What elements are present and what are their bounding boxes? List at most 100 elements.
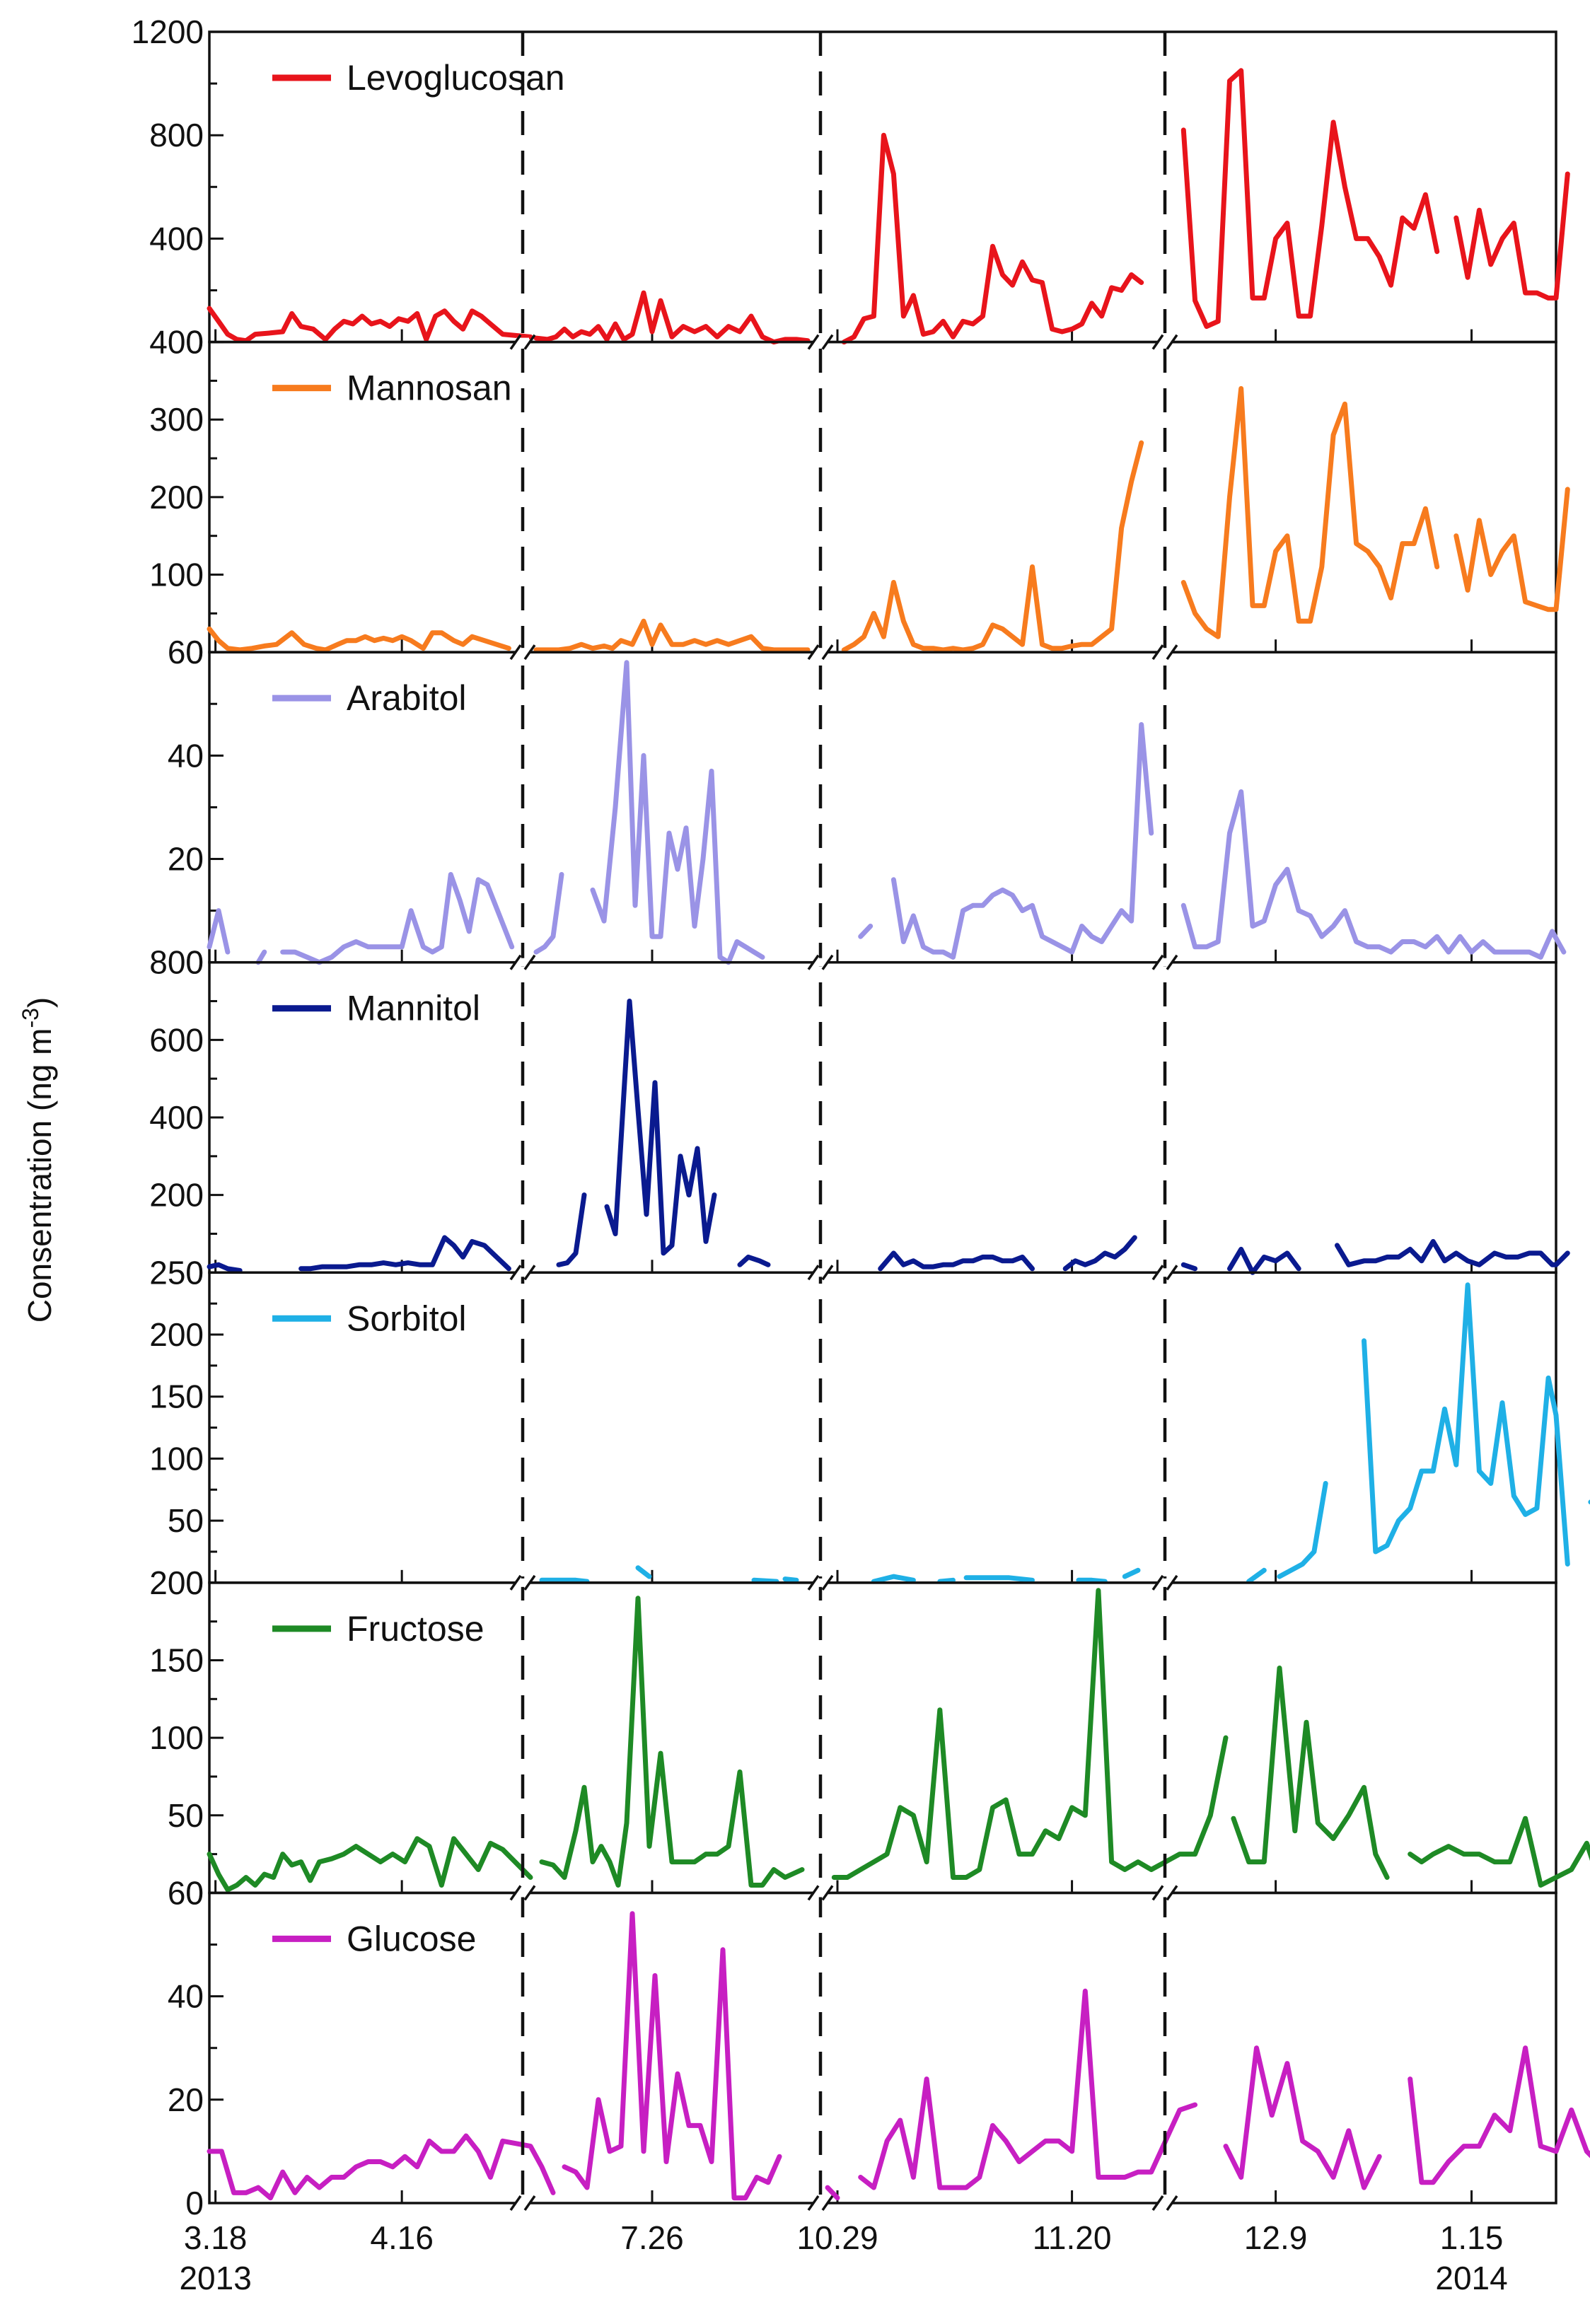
axis-break-mark xyxy=(1151,1265,1164,1281)
axis-break-mark xyxy=(807,1265,820,1281)
axis-break-gap xyxy=(1159,2199,1171,2207)
panels-group: 04008001200Levoglucosan0100200300400Mann… xyxy=(132,13,1590,2221)
axis-break-mark xyxy=(1151,954,1164,970)
axis-break-gap xyxy=(1159,337,1171,347)
panel-mannitol: 0 200 400 600 800 Mannitol xyxy=(149,944,1570,1291)
series-line-arabitol xyxy=(858,924,874,939)
y-tick-label: 150 xyxy=(149,1378,204,1415)
axis-break-mark xyxy=(1151,644,1164,661)
series-line-glucose xyxy=(207,2133,556,2201)
axis-break-mark xyxy=(523,1885,536,1901)
panel-sorbitol: 0 50 100 150 200 250 Sorbitol xyxy=(149,1254,1590,1601)
series-line-sorbitol xyxy=(1076,1577,1108,1584)
x-tick-label: 4.16 xyxy=(370,2219,434,2256)
axis-break-mark xyxy=(1151,334,1164,350)
legend-entry: Sorbitol xyxy=(272,1298,467,1338)
series-line-arabitol xyxy=(207,908,231,955)
series-line-mannitol xyxy=(1180,1262,1198,1272)
series-line-arabitol xyxy=(890,722,1154,960)
y-tick-label: 40 xyxy=(168,1978,204,2015)
x-tick-year-label: 2014 xyxy=(1435,2260,1507,2296)
y-tick-label: 250 xyxy=(149,1254,204,1291)
y-tick-label: 0 xyxy=(185,1254,204,1291)
overlay-group: 3.18 2013 4.16 7.26 10.29 11.20 12.9 1.15 2014 xyxy=(179,32,1508,2296)
x-tick-label: 3.18 xyxy=(184,2219,248,2256)
y-tick-label: 20 xyxy=(168,841,204,878)
series-line-glucose xyxy=(562,1911,782,2201)
series-line-glucose xyxy=(1408,2045,1590,2185)
legend-label: Mannitol xyxy=(347,989,480,1028)
series-line-sorbitol xyxy=(539,1577,590,1584)
axis-break-mark xyxy=(523,2195,536,2212)
series-line-sorbitol xyxy=(1277,1481,1328,1579)
y-tick-label: 0 xyxy=(185,324,204,361)
series-line-glucose xyxy=(858,1988,1198,2190)
axis-break-mark xyxy=(1166,644,1178,661)
axis-break-gap xyxy=(516,1268,529,1277)
series-line-arabitol xyxy=(280,872,515,965)
axis-break-gap xyxy=(1159,1268,1171,1277)
y-tick-label: 100 xyxy=(149,1719,204,1756)
series-line-glucose xyxy=(825,2185,840,2201)
axis-break-mark xyxy=(1151,1574,1164,1591)
y-tick-label: 40 xyxy=(168,737,204,774)
series-line-arabitol xyxy=(255,949,267,965)
axis-break-mark xyxy=(821,1885,834,1901)
y-tick-label: 50 xyxy=(168,1502,204,1539)
axis-break-gap xyxy=(814,337,827,347)
axis-break-mark xyxy=(1166,954,1178,970)
y-tick-label: 200 xyxy=(149,1177,204,1214)
y-axis-title-main: Consentration (ng m xyxy=(21,1028,58,1323)
series-line-arabitol xyxy=(590,660,765,965)
series-line-mannitol xyxy=(1062,1235,1137,1272)
series-line-mannosan xyxy=(1180,385,1440,639)
legend-label: Arabitol xyxy=(347,678,467,718)
axis-break-mark xyxy=(1166,2195,1178,2212)
axis-break-gap xyxy=(516,1888,529,1898)
series-line-mannitol xyxy=(207,1262,243,1273)
y-tick-label: 0 xyxy=(185,1564,204,1601)
axis-break-mark xyxy=(1166,1574,1178,1591)
axis-break-mark xyxy=(821,644,834,661)
axis-break-mark xyxy=(807,334,820,350)
axis-break-mark xyxy=(523,1574,536,1591)
axis-break-mark xyxy=(523,1265,536,1281)
axis-break-mark xyxy=(821,2195,834,2212)
y-tick-label: 60 xyxy=(168,1874,204,1911)
axis-break-mark xyxy=(1166,1265,1178,1281)
x-tick-label: 12.9 xyxy=(1244,2219,1308,2256)
axis-break-mark xyxy=(821,954,834,970)
axis-break-gap xyxy=(516,337,529,347)
series-line-fructose xyxy=(1231,1666,1390,1880)
x-tick-year-label: 2013 xyxy=(179,2260,251,2296)
axis-break-mark xyxy=(807,2195,820,2212)
series-line-sorbitol xyxy=(635,1565,652,1579)
series-line-fructose xyxy=(539,1596,805,1888)
x-tick-label: 7.26 xyxy=(620,2219,684,2256)
axis-break-gap xyxy=(516,958,529,967)
axis-break-mark xyxy=(509,954,522,970)
series-line-levoglucosan xyxy=(533,290,811,345)
y-tick-label: 1200 xyxy=(132,13,204,50)
legend-entry: Arabitol xyxy=(272,678,467,718)
y-tick-label: 100 xyxy=(149,1440,204,1477)
y-axis-title-close: ) xyxy=(21,997,58,1008)
y-tick-label: 300 xyxy=(149,401,204,438)
legend-entry: Glucose xyxy=(272,1919,476,1958)
series-line-sorbitol xyxy=(963,1575,1035,1583)
series-line-mannitol xyxy=(298,1235,511,1272)
series-line-mannitol xyxy=(604,999,717,1256)
y-tick-label: 600 xyxy=(149,1021,204,1058)
series-line-sorbitol xyxy=(751,1577,779,1584)
y-tick-label: 150 xyxy=(149,1642,204,1679)
axis-break-gap xyxy=(516,1578,529,1587)
axis-break-mark xyxy=(509,1574,522,1591)
series-line-fructose xyxy=(831,1588,1229,1880)
panel-arabitol: 0 20 40 60 Arabitol xyxy=(168,634,1567,981)
series-line-fructose xyxy=(207,1836,533,1893)
axis-break-gap xyxy=(516,648,529,657)
series-line-sorbitol xyxy=(1122,1567,1141,1579)
x-tick-label: 11.20 xyxy=(1033,2219,1112,2256)
x-tick-label: 10.29 xyxy=(796,2219,878,2256)
